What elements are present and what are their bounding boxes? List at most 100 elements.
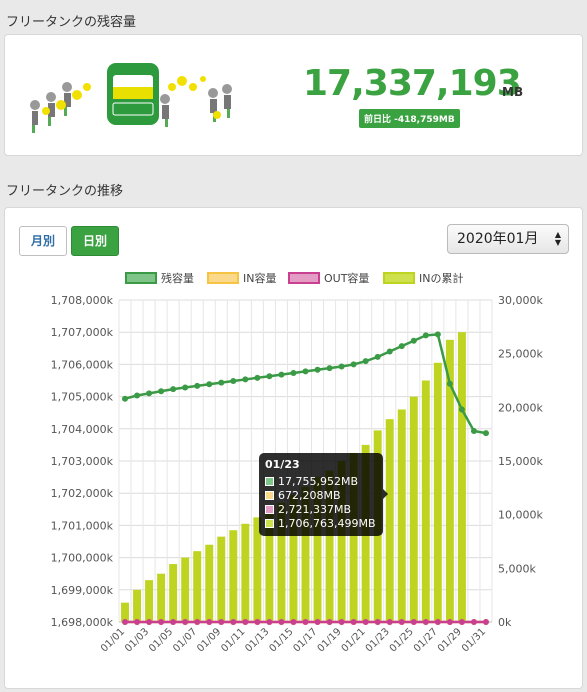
line-remaining-point bbox=[242, 376, 249, 383]
bar-in-total bbox=[253, 517, 262, 622]
line-out-point bbox=[218, 619, 225, 625]
tooltip-row: 17,755,952MB bbox=[265, 474, 377, 488]
line-out-point bbox=[422, 619, 429, 625]
legend-item-in-total[interactable]: INの累計 bbox=[383, 270, 463, 286]
tooltip-caret bbox=[383, 489, 388, 499]
x-tick-label: 01/17 bbox=[291, 626, 319, 654]
legend-swatch bbox=[125, 272, 157, 284]
bar-in-total bbox=[265, 509, 274, 622]
line-out-point bbox=[458, 619, 465, 625]
line-out-point bbox=[134, 619, 141, 625]
legend-label: IN容量 bbox=[243, 272, 277, 285]
bar-in-total bbox=[397, 409, 406, 622]
line-remaining-point bbox=[314, 366, 321, 373]
line-remaining-point bbox=[290, 369, 297, 376]
month-select-value: 2020年01月 bbox=[457, 231, 539, 247]
y-left-tick-label: 1,704,000k bbox=[51, 423, 114, 436]
line-out-point bbox=[146, 619, 153, 625]
line-remaining-point bbox=[158, 388, 165, 395]
y-left-tick-label: 1,699,000k bbox=[51, 584, 114, 597]
line-remaining-point bbox=[134, 392, 141, 399]
tooltip-value: 1,706,763,499MB bbox=[278, 516, 376, 530]
line-out-point bbox=[446, 619, 453, 625]
line-remaining-point bbox=[266, 373, 273, 380]
legend-item-remaining[interactable]: 残容量 bbox=[125, 270, 194, 286]
bar-in-total bbox=[313, 477, 322, 622]
bar-in-total bbox=[289, 494, 298, 622]
x-tick-label: 01/13 bbox=[243, 626, 271, 654]
y-left-tick-label: 1,703,000k bbox=[51, 455, 114, 468]
month-select[interactable]: 2020年01月 ▲ ▼ bbox=[447, 224, 569, 254]
tooltip-value: 17,755,952MB bbox=[278, 474, 359, 488]
line-remaining-point bbox=[470, 427, 477, 434]
bar-in-total bbox=[133, 589, 142, 622]
y-left-tick-label: 1,708,000k bbox=[51, 294, 114, 307]
tooltip-date: 01/23 bbox=[265, 458, 300, 471]
bar-in-total bbox=[337, 461, 346, 622]
select-arrows-icon: ▲ ▼ bbox=[554, 230, 561, 247]
trend-title: フリータンクの推移 bbox=[6, 184, 124, 199]
line-out-point bbox=[242, 619, 249, 625]
line-remaining-point bbox=[170, 386, 177, 393]
y-left-tick-label: 1,705,000k bbox=[51, 391, 114, 404]
legend-item-out[interactable]: OUT容量 bbox=[288, 270, 369, 286]
line-remaining-point bbox=[146, 390, 153, 397]
line-out-point bbox=[278, 619, 285, 625]
line-out-point bbox=[194, 619, 201, 625]
line-out-point bbox=[170, 619, 177, 625]
remaining-amount: 17,337,193 bbox=[303, 63, 522, 104]
chart-tooltip: 01/23 17,755,952MB 672,208MB 2,721,337MB… bbox=[259, 453, 383, 536]
y-right-tick-label: 5,000k bbox=[498, 562, 536, 575]
trend-card: 月別 日別 2020年01月 ▲ ▼ 残容量 IN容量 OUT容量 INの累計 1… bbox=[4, 207, 583, 689]
tooltip-row: 672,208MB bbox=[265, 488, 377, 502]
line-out-point bbox=[302, 619, 309, 625]
y-right-tick-label: 25,000k bbox=[498, 348, 543, 361]
line-remaining-point bbox=[206, 381, 213, 388]
legend-label: OUT容量 bbox=[324, 272, 370, 285]
line-out-point bbox=[206, 619, 213, 625]
line-out-point bbox=[398, 619, 405, 625]
line-remaining-point bbox=[374, 353, 381, 360]
line-remaining-point bbox=[302, 368, 309, 375]
line-remaining-point bbox=[482, 430, 489, 437]
line-remaining-point bbox=[446, 380, 453, 387]
bar-in-total bbox=[301, 486, 310, 622]
x-tick-label: 01/27 bbox=[412, 626, 440, 654]
legend-label: INの累計 bbox=[419, 272, 464, 285]
line-out-point bbox=[362, 619, 369, 625]
x-tick-label: 01/25 bbox=[388, 626, 416, 654]
bar-in-total bbox=[409, 396, 418, 622]
line-remaining-point bbox=[254, 374, 261, 381]
line-remaining-point bbox=[398, 343, 405, 350]
line-remaining-point bbox=[326, 365, 333, 372]
line-out-point bbox=[470, 619, 477, 625]
monthly-button[interactable]: 月別 bbox=[19, 226, 67, 256]
bar-in-total bbox=[325, 470, 334, 622]
bar-in-total bbox=[445, 339, 454, 622]
remaining-title: フリータンクの残容量 bbox=[6, 15, 137, 30]
line-remaining-point bbox=[182, 384, 189, 391]
line-remaining-point bbox=[458, 406, 465, 413]
line-remaining-point bbox=[338, 363, 345, 370]
line-out-point bbox=[410, 619, 417, 625]
line-remaining-point bbox=[194, 382, 201, 389]
line-remaining-point bbox=[350, 361, 357, 368]
line-out-point bbox=[290, 619, 297, 625]
y-left-tick-label: 1,698,000k bbox=[51, 616, 114, 629]
bar-in-total bbox=[217, 536, 226, 622]
line-out-point bbox=[266, 619, 273, 625]
legend-item-in[interactable]: IN容量 bbox=[207, 270, 276, 286]
line-out-point bbox=[386, 619, 393, 625]
x-tick-label: 01/09 bbox=[195, 626, 223, 654]
x-tick-label: 01/01 bbox=[99, 626, 127, 654]
daily-button[interactable]: 日別 bbox=[71, 226, 119, 256]
legend-swatch bbox=[383, 272, 415, 284]
bar-in-total bbox=[241, 523, 250, 622]
line-remaining-point bbox=[278, 371, 285, 378]
x-tick-label: 01/19 bbox=[316, 626, 344, 654]
line-out-point bbox=[122, 619, 129, 625]
x-tick-label: 01/03 bbox=[123, 626, 151, 654]
x-tick-label: 01/15 bbox=[267, 626, 295, 654]
trend-chart: 1,708,000k 1,707,000k 1,706,000k 1,705,000k… bbox=[51, 294, 544, 655]
line-remaining-point bbox=[434, 331, 441, 338]
